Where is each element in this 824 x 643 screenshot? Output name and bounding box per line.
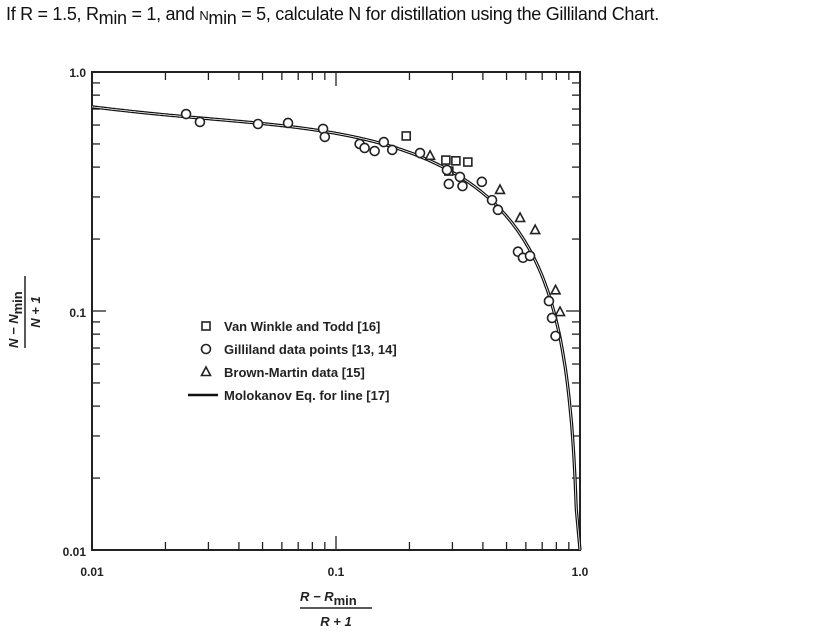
svg-text:R + 1: R + 1 — [320, 614, 351, 629]
circle-data-point — [252, 118, 264, 130]
x-tick-label: 1.0 — [572, 565, 589, 579]
circle-data-point — [457, 180, 468, 192]
circle-data-point — [359, 142, 370, 154]
y-tick-label: 0.1 — [69, 306, 86, 320]
triangle-data-point — [549, 283, 562, 295]
circle-data-point — [550, 330, 561, 342]
circle-data-point — [386, 144, 398, 156]
plot-frame — [91, 71, 581, 551]
square-data-point — [463, 157, 473, 167]
legend-entry: Molokanov Eq. for line [17] — [224, 388, 389, 403]
triangle-data-point — [494, 183, 506, 195]
circle-data-point — [454, 171, 466, 183]
circle-data-point — [180, 108, 192, 120]
triangle-data-point — [514, 211, 526, 223]
circle-data-point — [443, 178, 455, 190]
svg-text:N − Nmin: N − Nmin — [6, 291, 25, 348]
legend-entry: Gilliland data points [13, 14] — [224, 342, 397, 357]
circle-data-point — [378, 136, 390, 148]
square-data-point — [441, 155, 451, 165]
legend-entry: Van Winkle and Todd [16] — [224, 319, 380, 334]
circle-data-point — [282, 117, 294, 129]
circle-data-point — [369, 145, 380, 157]
circle-data-point — [414, 147, 426, 159]
svg-text:R − Rmin: R − Rmin — [300, 589, 357, 608]
question-text: If R = 1.5, Rmin = 1, and Nmin = 5, calc… — [6, 4, 659, 28]
square-data-point — [401, 131, 412, 141]
circle-data-point — [492, 204, 504, 216]
square-data-point — [451, 156, 461, 166]
circle-data-point — [194, 116, 206, 128]
y-tick-label: 1.0 — [69, 66, 86, 80]
y-tick-label: 0.01 — [63, 545, 87, 559]
triangle-data-point — [424, 149, 436, 161]
circle-data-point — [476, 176, 488, 188]
legend-entry: Brown-Martin data [15] — [224, 365, 365, 380]
legend-square-swatch — [201, 321, 211, 331]
legend-circle-swatch — [200, 343, 212, 355]
legend-triangle-swatch — [200, 365, 212, 377]
x-tick-label: 0.1 — [328, 565, 345, 579]
x-tick-label: 0.01 — [80, 565, 104, 579]
x-axis-label: R − Rmin R + 1 — [300, 589, 372, 629]
circle-data-point — [441, 164, 453, 176]
circle-data-point — [486, 194, 498, 206]
triangle-data-point — [529, 223, 541, 235]
y-axis-label: N − Nmin N + 1 — [6, 276, 43, 348]
circle-data-point — [524, 250, 536, 262]
svg-text:N + 1: N + 1 — [28, 296, 43, 327]
legend: Van Winkle and Todd [16] Gilliland data p… — [188, 319, 397, 403]
circle-data-point — [319, 131, 331, 143]
circle-data-point — [543, 295, 555, 307]
circle-data-point — [546, 312, 558, 324]
triangle-data-point — [554, 305, 566, 317]
